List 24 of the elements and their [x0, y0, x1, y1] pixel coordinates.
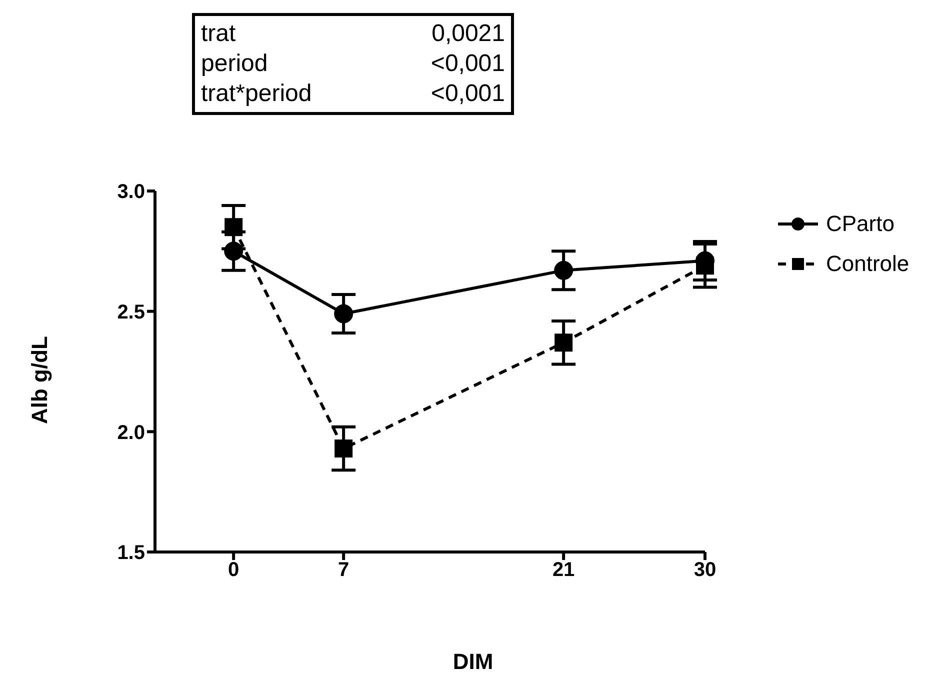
- y-tick-label: 3.0: [117, 181, 145, 204]
- x-tick-label: 7: [338, 559, 350, 582]
- point: [224, 218, 243, 236]
- point: [334, 440, 353, 458]
- legend-label: CParto: [826, 211, 894, 237]
- point: [554, 334, 573, 352]
- x-tick-label: 30: [694, 559, 716, 582]
- x-axis-title: DIM: [452, 649, 494, 674]
- text: <0,001: [430, 79, 505, 109]
- text: <0,001: [430, 49, 505, 79]
- legend-label: Controle: [826, 251, 910, 277]
- text: 0,0021: [432, 19, 505, 49]
- text: period: [201, 49, 268, 79]
- y-tick-label: 2.0: [117, 422, 145, 444]
- text: trat: [201, 19, 236, 49]
- text: trat*period: [201, 79, 312, 109]
- x-tick-label: 0: [228, 559, 240, 582]
- point: [224, 242, 244, 261]
- y-tick-label: 2.5: [117, 301, 145, 324]
- x-tick-label: 21: [552, 559, 575, 582]
- point: [334, 304, 354, 324]
- point: [554, 260, 574, 280]
- y-tick-label: 1.5: [117, 542, 145, 564]
- y-axis-title: Alb g/dL: [27, 335, 53, 426]
